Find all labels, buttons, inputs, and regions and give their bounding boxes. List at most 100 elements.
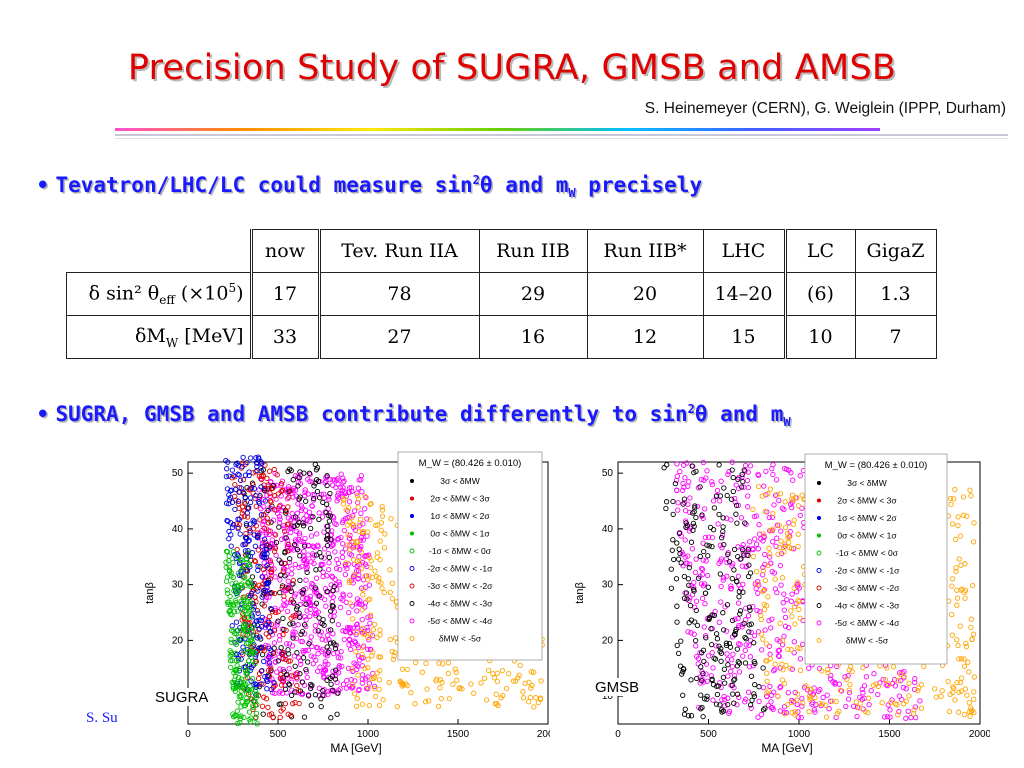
scatter-point — [309, 580, 315, 587]
scatter-point — [692, 503, 698, 509]
bullet-theta: θ — [694, 402, 708, 426]
scatter-point — [291, 653, 298, 659]
scatter-point — [274, 669, 280, 675]
scatter-point — [960, 512, 967, 518]
scatter-point — [233, 658, 239, 664]
scatter-point — [735, 573, 742, 579]
scatter-point — [230, 628, 236, 634]
scatter-point — [223, 564, 229, 571]
scatter-point — [351, 508, 358, 514]
scatter-point — [741, 620, 747, 627]
scatter-point — [241, 507, 247, 514]
scatter-point — [231, 588, 237, 594]
scatter-point — [233, 521, 240, 527]
scatter-point — [968, 624, 974, 631]
table-header-run-iib-star: Run IIB* — [586, 229, 704, 273]
bullet-tevatron: • Tevatron/LHC/LC could measure sin2θ and… — [36, 173, 702, 200]
scatter-point — [845, 696, 852, 702]
scatter-point — [722, 703, 728, 709]
scatter-point — [278, 645, 284, 651]
scatter-point — [680, 487, 686, 494]
scatter-point — [284, 608, 291, 615]
scatter-point — [288, 692, 295, 699]
scatter-point — [889, 680, 895, 687]
scatter-point — [301, 543, 308, 549]
scatter-point — [246, 621, 252, 627]
scatter-point — [732, 616, 738, 622]
scatter-point — [788, 501, 794, 507]
scatter-point — [676, 546, 682, 552]
scatter-point — [230, 559, 236, 566]
scatter-point — [299, 595, 306, 601]
scatter-point — [745, 548, 751, 555]
scatter-point — [770, 462, 776, 468]
scatter-point — [452, 666, 458, 672]
scatter-point — [743, 642, 749, 648]
scatter-point — [353, 703, 360, 709]
scatter-point — [266, 579, 272, 586]
scatter-point — [308, 525, 314, 532]
scatter-point — [847, 663, 854, 670]
scatter-point — [776, 522, 782, 529]
scatter-point — [392, 649, 398, 656]
scatter-point — [253, 469, 259, 475]
scatter-point — [729, 663, 736, 670]
scatter-point — [675, 507, 681, 513]
legend-entry: -1σ < δMW < 0σ — [836, 548, 899, 558]
scatter-point — [379, 507, 386, 513]
scatter-point — [239, 584, 245, 591]
scatter-point — [440, 661, 446, 667]
scatter-point — [895, 712, 901, 718]
scatter-point — [263, 696, 270, 702]
scatter-point — [699, 678, 705, 684]
scatter-point — [277, 688, 283, 694]
legend-marker — [409, 496, 415, 501]
scatter-point — [961, 656, 967, 662]
scatter-point — [766, 514, 772, 521]
scatter-point — [687, 602, 694, 609]
scatter-point — [252, 543, 259, 549]
scatter-point — [673, 576, 680, 582]
scatter-point — [262, 674, 268, 680]
scatter-point — [767, 551, 773, 557]
scatter-point — [880, 676, 886, 683]
legend-entry: 1σ < δMW < 2σ — [430, 511, 490, 521]
scatter-point — [290, 635, 296, 641]
scatter-point — [347, 547, 353, 553]
scatter-point — [280, 568, 287, 574]
scatter-point — [247, 598, 253, 605]
scatter-point — [290, 700, 296, 707]
scatter-point — [279, 536, 285, 542]
scatter-point — [433, 678, 439, 684]
legend-marker — [816, 533, 822, 538]
scatter-point — [260, 587, 267, 594]
scatter-point — [373, 522, 379, 528]
scatter-point — [339, 663, 345, 670]
scatter-point — [367, 501, 373, 508]
scatter-point — [760, 588, 766, 595]
scatter-point — [226, 568, 233, 574]
scatter-point — [354, 492, 361, 499]
scatter-point — [392, 635, 399, 641]
y-axis-label: tanβ — [574, 582, 586, 604]
scatter-point — [333, 521, 339, 528]
scatter-point — [261, 658, 267, 665]
scatter-point — [932, 686, 938, 692]
scatter-point — [782, 711, 788, 717]
scatter-point — [713, 631, 720, 637]
scatter-point — [252, 715, 259, 722]
scatter-point — [250, 676, 256, 682]
scatter-point — [303, 617, 309, 623]
scatter-point — [723, 556, 730, 562]
scatter-point — [248, 643, 254, 649]
scatter-point — [353, 649, 359, 655]
scatter-point — [833, 698, 839, 705]
scatter-point — [528, 685, 534, 691]
scatter-point — [790, 477, 796, 483]
scatter-point — [710, 665, 716, 671]
scatter-point — [364, 516, 370, 522]
scatter-point — [675, 650, 682, 657]
scatter-point — [266, 485, 272, 492]
scatter-point — [918, 682, 925, 688]
scatter-point — [724, 559, 730, 566]
